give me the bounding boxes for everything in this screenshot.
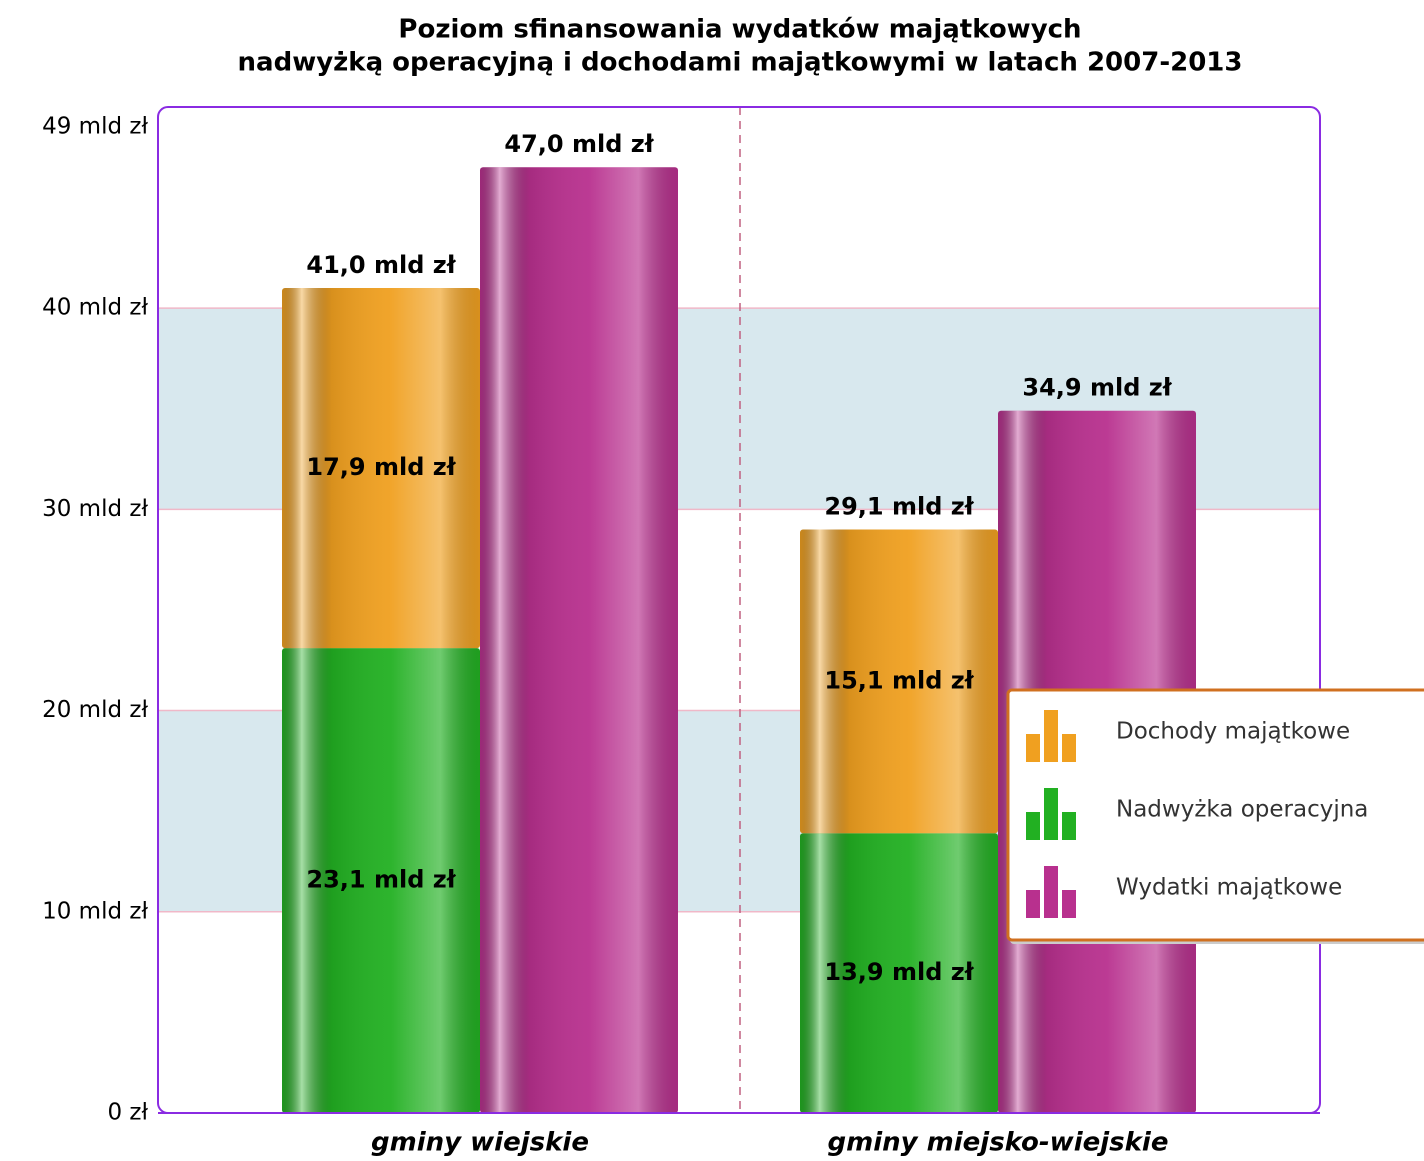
y-tick-label: 49 mld zł: [42, 114, 148, 140]
total-label: 29,1 mld zł: [824, 492, 974, 520]
bar-shine: [800, 529, 998, 834]
legend-icon: [1044, 788, 1058, 840]
bar-shine: [480, 167, 678, 1114]
y-tick-label: 10 mld zł: [42, 898, 148, 924]
total-label: 41,0 mld zł: [306, 251, 456, 279]
data-label: 23,1 mld zł: [306, 866, 456, 894]
bar-shine: [800, 833, 998, 1113]
legend-icon: [1044, 710, 1058, 762]
legend-label: Dochody majątkowe: [1116, 719, 1350, 745]
chart-title: Poziom sfinansowania wydatków majątkowyc…: [398, 15, 1081, 45]
legend-box: [1006, 688, 1424, 942]
chart-title: nadwyżką operacyjną i dochodami majątkow…: [238, 48, 1243, 78]
y-tick-label: 20 mld zł: [42, 697, 148, 723]
legend-icon: [1062, 812, 1076, 840]
data-label: 17,9 mld zł: [306, 453, 456, 481]
x-tick-label: gminy wiejskie: [371, 1128, 589, 1158]
data-label: 15,1 mld zł: [824, 666, 974, 694]
legend-icon: [1026, 812, 1040, 840]
legend-label: Wydatki majątkowe: [1116, 875, 1342, 901]
data-label: 47,0 mld zł: [504, 130, 654, 158]
y-tick-label: 30 mld zł: [42, 496, 148, 522]
legend-icon: [1026, 890, 1040, 918]
data-label: 13,9 mld zł: [824, 958, 974, 986]
legend-icon: [1026, 734, 1040, 762]
x-tick-label: gminy miejsko-wiejskie: [828, 1128, 1169, 1158]
legend-icon: [1062, 734, 1076, 762]
data-label: 34,9 mld zł: [1022, 374, 1172, 402]
bar-shine: [282, 287, 480, 649]
legend-icon: [1044, 866, 1058, 918]
y-tick-label: 0 zł: [107, 1100, 148, 1126]
bar-shine: [282, 648, 480, 1113]
y-tick-label: 40 mld zł: [42, 295, 148, 321]
legend-icon: [1062, 890, 1076, 918]
legend-label: Nadwyżka operacyjna: [1116, 797, 1368, 823]
